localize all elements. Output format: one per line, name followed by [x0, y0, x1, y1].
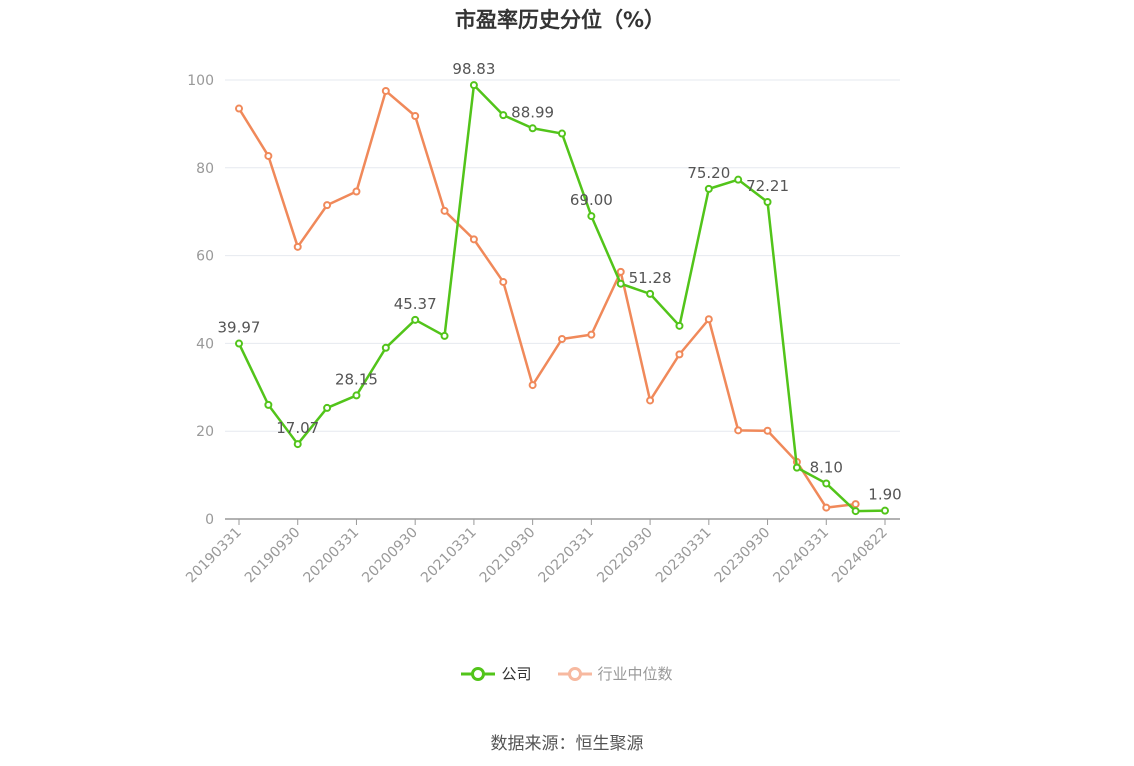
company-point — [851, 507, 860, 516]
industry-median-point — [822, 503, 831, 512]
axis-layer: 0 20 40 60 80 100 2019033120190930202003312020… — [183, 73, 900, 586]
industry-median-point — [587, 330, 596, 339]
x-tick-label: 20220930 — [594, 525, 656, 587]
series-layer — [235, 81, 889, 516]
data-label: 8.10 — [810, 458, 843, 476]
legend-company-swatch-icon — [461, 666, 496, 681]
x-tick-label: 20230331 — [653, 525, 715, 587]
data-label: 28.15 — [335, 370, 378, 388]
y-tick-label: 60 — [196, 249, 214, 265]
y-tick-label: 100 — [187, 73, 214, 89]
series-industry-median — [235, 86, 860, 512]
grid-layer — [225, 79, 900, 432]
industry-median-point — [616, 267, 625, 276]
x-tick-label: 20220331 — [535, 525, 597, 587]
company-point — [499, 111, 508, 120]
line-chart: 0 20 40 60 80 100 2019033120190930202003312020… — [183, 60, 902, 586]
company-point — [411, 315, 420, 324]
company-point — [235, 339, 243, 348]
company-point — [323, 403, 332, 412]
company-point — [616, 279, 625, 288]
company-point — [881, 506, 889, 515]
legend: 公司 行业中位数 — [0, 663, 1134, 684]
y-tick-label: 20 — [196, 424, 214, 440]
x-tick-label: 20210331 — [418, 525, 480, 587]
data-label: 72.21 — [746, 177, 789, 195]
data-label: 98.83 — [452, 60, 495, 78]
industry-median-point — [558, 335, 566, 344]
x-tick-label: 20240822 — [829, 525, 891, 587]
company-point — [469, 81, 478, 90]
data-label: 88.99 — [511, 103, 554, 121]
company-point — [792, 463, 801, 472]
company-point — [646, 289, 655, 298]
industry-median-point — [734, 426, 743, 435]
x-tick-label: 20200930 — [359, 525, 421, 587]
data-source: 数据来源：恒生聚源 — [490, 734, 644, 754]
company-point — [440, 331, 449, 340]
industry-median-point — [352, 187, 361, 196]
company-point — [381, 343, 390, 352]
data-label: 69.00 — [570, 191, 613, 209]
legend-item-company[interactable]: 公司 — [461, 663, 532, 684]
industry-median-point — [499, 277, 508, 286]
industry-median-point — [381, 86, 390, 95]
data-label: 75.20 — [687, 164, 730, 182]
company-point — [264, 400, 273, 409]
company-point — [528, 124, 537, 133]
industry-median-point — [675, 350, 684, 359]
industry-median-point — [646, 396, 655, 405]
label-layer: 39.97 17.07 28.15 45.37 98.83 88.99 69.00 51.28… — [218, 60, 902, 504]
x-tick-label: 20210930 — [477, 525, 539, 587]
data-label: 45.37 — [394, 295, 437, 313]
company-point — [734, 175, 743, 184]
data-label: 17.07 — [276, 419, 319, 437]
legend-item-industry-median[interactable]: 行业中位数 — [557, 663, 673, 684]
industry-median-point — [763, 426, 772, 435]
legend-industry-label: 行业中位数 — [597, 665, 673, 683]
company-line — [237, 83, 886, 513]
industry-median-point — [440, 206, 449, 215]
industry-median-point — [851, 500, 860, 509]
legend-company-label: 公司 — [501, 665, 532, 683]
industry-median-point — [528, 381, 537, 390]
x-tick-label: 20190331 — [183, 525, 245, 587]
company-point — [293, 440, 302, 449]
series-company — [235, 81, 889, 516]
chart-title: 市盈率历史分位（%） — [454, 8, 666, 32]
y-tick-label: 80 — [196, 161, 214, 177]
data-label: 1.90 — [868, 486, 901, 504]
x-tick-label: 20240331 — [770, 525, 832, 587]
industry-median-point — [411, 111, 420, 120]
industry-median-point — [235, 104, 243, 113]
x-tick-label: 20200331 — [301, 525, 363, 587]
data-label: 39.97 — [218, 319, 261, 337]
industry-median-line — [237, 89, 856, 509]
company-point — [704, 184, 713, 193]
industry-median-point — [264, 151, 273, 160]
industry-median-point — [323, 201, 332, 210]
industry-median-point — [293, 242, 302, 251]
y-tick-label: 0 — [205, 512, 214, 528]
x-tick-label: 20190930 — [242, 525, 304, 587]
x-tick-label: 20230930 — [712, 525, 774, 587]
company-point — [587, 212, 596, 221]
company-point — [352, 391, 361, 400]
company-point — [558, 129, 566, 138]
legend-industry-swatch-icon — [557, 666, 592, 681]
industry-median-point — [704, 315, 713, 324]
y-tick-label: 40 — [196, 336, 214, 352]
company-point — [822, 479, 831, 488]
company-point — [675, 321, 684, 330]
industry-median-point — [469, 235, 478, 244]
company-point — [763, 197, 772, 206]
data-label: 51.28 — [629, 269, 672, 287]
